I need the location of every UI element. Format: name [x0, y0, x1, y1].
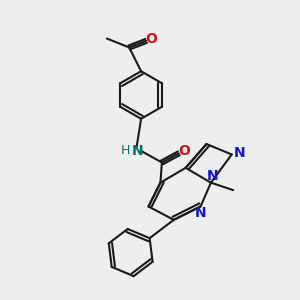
Text: O: O [146, 32, 158, 46]
Text: O: O [178, 145, 190, 158]
Text: N: N [233, 146, 245, 160]
Text: H: H [121, 144, 130, 157]
Text: N: N [195, 206, 206, 220]
Text: N: N [207, 169, 218, 183]
Text: N: N [132, 144, 143, 158]
